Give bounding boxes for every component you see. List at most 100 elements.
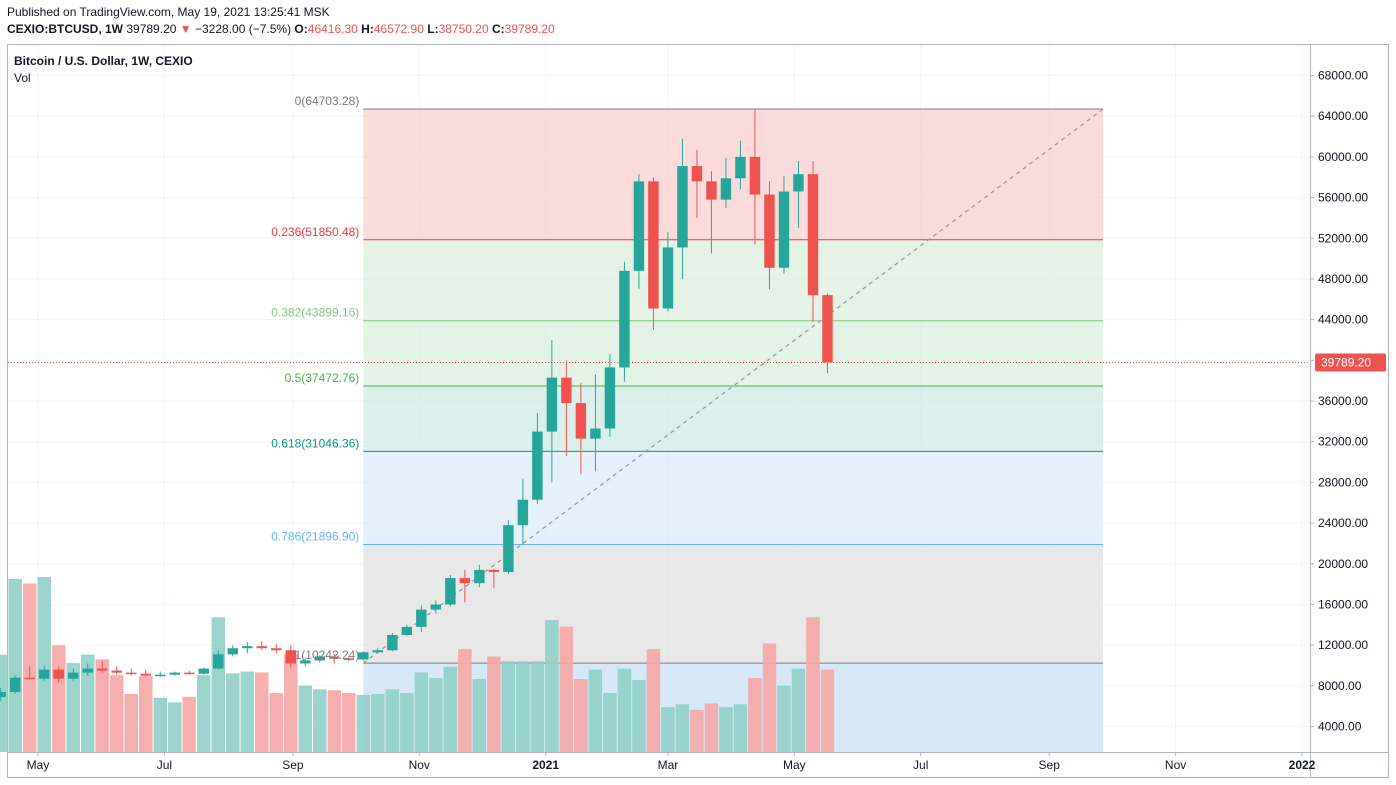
volume-bar <box>820 669 835 752</box>
candle-body <box>416 609 427 627</box>
price-tick-label: 12000.00 <box>1318 638 1368 652</box>
candle-body <box>517 499 529 526</box>
fib-level-label: 0.236(51850.48) <box>271 225 359 239</box>
candle-body <box>677 166 688 248</box>
volume-bar <box>646 649 661 752</box>
volume-bar <box>168 702 182 752</box>
volume-bar <box>313 689 327 752</box>
fib-trend-line <box>362 108 1104 664</box>
volume-bar <box>211 617 226 752</box>
volume-bar <box>530 661 545 752</box>
volume-bar <box>8 578 22 752</box>
candle-body <box>126 672 137 675</box>
fib-zone <box>363 386 1104 452</box>
volume-bar <box>632 679 646 752</box>
volume-bars <box>0 577 835 752</box>
time-axis[interactable]: May Jul Sep Nov 2021 Mar May Jul Sep Nov 2022 <box>27 752 1316 772</box>
price-axis[interactable]: 4000.00 8000.00 12000.00 16000.00 20000.00 24… <box>1310 69 1386 734</box>
fib-level-label: 0(64703.28) <box>295 94 360 108</box>
time-tick-label: Sep <box>282 758 304 772</box>
volume-bar <box>327 690 342 752</box>
high-value: 46572.90 <box>373 22 424 36</box>
volume-bar <box>806 617 820 752</box>
fib-level-label: 0.618(31046.36) <box>271 436 359 450</box>
price-tick-label: 48000.00 <box>1318 272 1368 286</box>
volume-bar <box>414 672 429 752</box>
low-value: 38750.20 <box>438 22 489 36</box>
candle-body <box>764 194 775 268</box>
candle-body <box>619 270 630 368</box>
candle-body <box>343 658 355 660</box>
candle-body <box>503 525 514 572</box>
volume-bar <box>777 685 791 752</box>
time-tick-label: Jul <box>913 758 928 772</box>
time-tick-label: May <box>27 758 50 772</box>
candle-body <box>474 569 485 584</box>
volume-bar <box>385 689 400 752</box>
volume-bar <box>574 679 588 752</box>
fib-level-label: 1(10242.24) <box>295 648 360 662</box>
time-tick-label: Nov <box>409 758 430 772</box>
candle-body <box>532 431 543 500</box>
price-tick-label: 24000.00 <box>1318 516 1368 530</box>
change-value: −3228.00 (−7.5%) <box>195 22 292 36</box>
volume-bar <box>182 696 197 752</box>
close-label: C: <box>491 22 505 36</box>
close-value: 39789.20 <box>504 22 555 36</box>
price-tick-label: 16000.00 <box>1318 597 1368 611</box>
candle-body <box>285 650 297 664</box>
candles <box>0 109 833 702</box>
price-tick-label: 60000.00 <box>1318 150 1368 164</box>
volume-bar <box>661 707 675 752</box>
fib-level-label: 0.5(37472.76) <box>285 371 360 385</box>
volume-bar <box>80 654 95 752</box>
legend-title: Bitcoin / U.S. Dollar, 1W, CEXIO <box>14 54 193 68</box>
candle-body <box>68 672 79 679</box>
candle-body <box>706 181 717 200</box>
candle-body <box>401 626 413 636</box>
fib-level-label: 0.786(21896.90) <box>271 530 359 544</box>
volume-bar <box>66 663 80 752</box>
candle-body <box>546 377 558 432</box>
candle-body <box>329 656 340 659</box>
high-label: H: <box>361 22 374 36</box>
candle-body <box>633 181 645 271</box>
time-tick-label: Nov <box>1165 758 1186 772</box>
volume-bar <box>617 668 632 752</box>
candle-body <box>358 652 369 660</box>
price-tick-label: 8000.00 <box>1318 679 1362 693</box>
volume-bar <box>791 668 806 752</box>
candle-body <box>213 654 224 669</box>
candle-body <box>0 691 6 698</box>
volume-bar <box>719 707 733 752</box>
candle-body <box>140 673 151 676</box>
candle-body <box>691 166 703 182</box>
price-tick-label: 36000.00 <box>1318 394 1368 408</box>
fib-zone <box>363 544 1104 664</box>
candle-body <box>169 672 180 675</box>
candle-body <box>184 672 195 675</box>
volume-bar <box>704 703 719 752</box>
volume-bar <box>153 697 168 752</box>
symbol-label: CEXIO:BTCUSD, 1W <box>7 22 124 36</box>
candle-body <box>749 156 761 195</box>
volume-bar <box>443 666 458 752</box>
volume-bar <box>37 577 51 752</box>
down-arrow-icon: ▼ <box>179 22 192 36</box>
volume-bar <box>284 653 298 752</box>
volume-bar <box>472 679 487 752</box>
candle-body <box>445 578 456 605</box>
volume-bar <box>197 675 211 752</box>
candle-body <box>575 403 587 439</box>
fibonacci-retracement[interactable] <box>8 108 1310 752</box>
candle-body <box>82 668 93 673</box>
volume-bar <box>733 704 748 752</box>
fibonacci-labels: 0(64703.28) 0.236(51850.48) 0.382(43899.16… <box>271 94 359 662</box>
time-tick-label: Mar <box>658 758 679 772</box>
candle-body <box>9 677 21 692</box>
volume-bar <box>109 675 124 752</box>
fib-zone-below <box>363 663 1104 752</box>
volume-bar <box>400 693 414 752</box>
volume-bar <box>675 704 690 752</box>
